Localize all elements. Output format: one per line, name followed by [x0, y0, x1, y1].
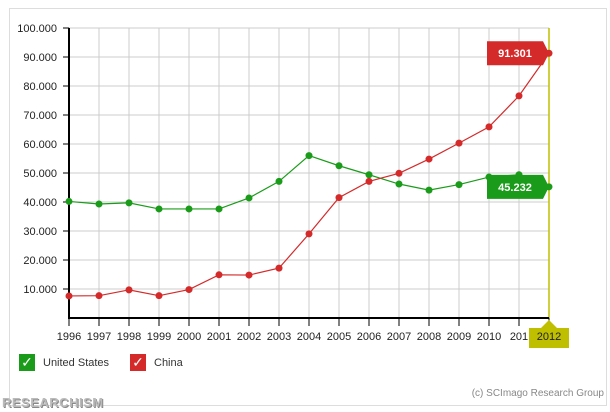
data-point [275, 177, 283, 185]
legend-label: United States [43, 356, 110, 369]
data-point [125, 199, 133, 207]
data-point [485, 123, 493, 131]
highlight-year-box [529, 328, 569, 348]
credit-text: (c) SCImago Research Group [471, 388, 604, 399]
data-point [65, 292, 73, 300]
y-tick-label: 50.000 [23, 168, 57, 180]
data-point [245, 271, 253, 279]
data-point [305, 230, 313, 238]
y-tick-label: 70.000 [23, 110, 57, 122]
data-point [215, 271, 223, 279]
x-tick-label: 2005 [327, 331, 351, 343]
data-point [515, 92, 523, 100]
x-tick-label: 2008 [417, 331, 441, 343]
x-tick-label: 2010 [477, 331, 501, 343]
checkbox-icon[interactable]: ✓ [130, 354, 146, 371]
highlight-pointer [541, 320, 557, 328]
data-point [155, 205, 163, 213]
legend-item-united-states[interactable]: ✓ United States [19, 354, 109, 371]
data-point [95, 292, 103, 300]
y-tick-label: 90.000 [23, 52, 57, 64]
callout-label: 91.301 [498, 48, 532, 60]
x-tick-label: 2009 [447, 331, 471, 343]
y-tick-label: 100.000 [17, 23, 57, 35]
x-tick-label: 2004 [297, 331, 321, 343]
data-point [275, 264, 283, 272]
x-tick-label: 2001 [207, 331, 231, 343]
y-tick-label: 80.000 [23, 81, 57, 93]
data-point [245, 194, 253, 202]
x-tick-label: 2006 [357, 331, 381, 343]
data-point [215, 205, 223, 213]
x-tick-label: 2003 [267, 331, 291, 343]
data-point [185, 205, 193, 213]
data-point [365, 177, 373, 185]
callout-label: 45.232 [498, 182, 532, 194]
x-tick-label: 2000 [177, 331, 201, 343]
x-tick-label: 1998 [117, 331, 141, 343]
data-point [185, 286, 193, 294]
x-tick-label: 1996 [57, 331, 81, 343]
data-point [155, 292, 163, 300]
x-tick-label: 2007 [387, 331, 411, 343]
y-tick-label: 30.000 [23, 226, 57, 238]
data-point [395, 169, 403, 177]
x-tick-label: 201 [510, 331, 528, 343]
data-point [455, 181, 463, 189]
data-point [365, 171, 373, 179]
y-tick-label: 60.000 [23, 139, 57, 151]
data-point [95, 200, 103, 208]
data-point [125, 286, 133, 294]
chart-frame [9, 8, 607, 406]
watermark: RESEARCHISM [2, 395, 104, 410]
y-tick-label: 10.000 [23, 284, 57, 296]
x-tick-label: 2002 [237, 331, 261, 343]
data-point [65, 197, 73, 205]
y-tick-label: 20.000 [23, 255, 57, 267]
value-callout [487, 174, 549, 199]
data-point [425, 186, 433, 194]
legend-label: China [154, 356, 183, 369]
value-callout [487, 41, 549, 66]
legend-item-china[interactable]: ✓ China [130, 354, 183, 371]
data-point [395, 180, 403, 188]
data-point [455, 139, 463, 147]
x-tick-label: 2012 [537, 331, 561, 343]
data-point [335, 162, 343, 170]
x-tick-label: 1999 [147, 331, 171, 343]
y-tick-label: 40.000 [23, 197, 57, 209]
checkbox-icon[interactable]: ✓ [19, 354, 35, 371]
data-point [335, 194, 343, 202]
data-point [305, 152, 313, 160]
data-point [425, 155, 433, 163]
x-tick-label: 1997 [87, 331, 111, 343]
